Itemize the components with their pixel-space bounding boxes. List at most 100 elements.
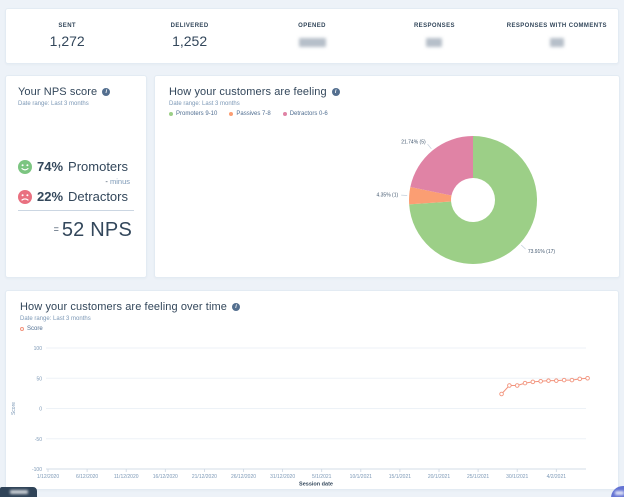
passives-legend-dot (229, 112, 234, 116)
score-point-3[interactable] (522, 380, 528, 386)
chat-widget-redacted-text (615, 491, 624, 495)
feeling-card: How your customers are feeling i Date ra… (154, 75, 620, 278)
y-tick-label: 50 (36, 376, 42, 382)
score-point-4[interactable] (530, 379, 536, 385)
promoters-legend-dot (169, 112, 173, 116)
equals-symbol: = (53, 224, 59, 234)
time-date-range: Date range: Last 3 months (20, 316, 91, 322)
donut-label-line (521, 244, 526, 250)
promoters-smiley-icon (18, 159, 32, 174)
legend-item-detractors[interactable]: Detractors 0-6 (282, 111, 328, 117)
stat-responses-label: RESPONSES (413, 23, 455, 29)
score-point-7[interactable] (554, 378, 559, 383)
time-card-title: How your customers are feeling over time (20, 301, 227, 313)
passives-legend-label: Passives 7-8 (236, 111, 271, 117)
score-legend-ring-icon (20, 327, 24, 331)
stat-responses-comments-label: RESPONSES WITH COMMENTS (506, 23, 607, 29)
score-point-9[interactable] (569, 377, 575, 383)
feeling-date-range: Date range: Last 3 months (169, 101, 240, 107)
x-tick-label: 31/12/2020 (270, 474, 295, 480)
y-tick-label: -100 (32, 467, 42, 473)
x-tick-label: 11/12/2020 (114, 474, 139, 480)
nps-card-title: Your NPS score (18, 86, 98, 98)
promoters-label: Promoters (68, 159, 128, 174)
stat-responses-redacted-value (426, 37, 443, 47)
stat-opened: OPENED (251, 23, 373, 49)
x-tick-label: 25/1/2021 (467, 474, 489, 480)
minus-row: - minus (18, 174, 134, 189)
detractors-legend-dot (282, 112, 287, 116)
x-tick-label: 20/1/2021 (428, 474, 450, 480)
stat-responses-comments-redacted-value (549, 37, 564, 47)
score-line (501, 377, 588, 395)
x-tick-label: 30/1/2021 (506, 474, 528, 480)
detractors-legend-label: Detractors 0-6 (289, 111, 328, 117)
score-point-11[interactable] (585, 375, 590, 381)
score-point-6[interactable] (546, 378, 551, 383)
donut-label-line (427, 143, 432, 150)
stat-sent: SENT 1,272 (6, 23, 128, 49)
score-point-1[interactable] (507, 383, 512, 388)
donut-slice-2[interactable] (410, 136, 473, 196)
x-tick-label: 26/12/2020 (231, 474, 256, 480)
info-icon[interactable]: i (231, 303, 240, 311)
score-point-8[interactable] (561, 377, 567, 383)
score-point-5[interactable] (538, 379, 543, 384)
donut-slice-0[interactable] (409, 136, 537, 264)
stats-bar: SENT 1,272 DELIVERED 1,252 OPENED RESPON… (5, 8, 619, 64)
donut-slice-label: 21.74% (5) (401, 140, 426, 146)
donut-slice-label: 73.91% (17) (528, 249, 556, 255)
detractors-pct: 22% (37, 189, 64, 204)
feeling-card-title: How your customers are feeling (169, 86, 327, 98)
y-tick-label: 0 (39, 407, 42, 413)
stat-delivered: DELIVERED 1,252 (128, 23, 250, 49)
stat-delivered-label: DELIVERED (170, 23, 209, 29)
legend-item-promoters[interactable]: Promoters 9-10 (169, 111, 217, 117)
x-tick-label: 10/1/2021 (350, 474, 372, 480)
bottom-left-tab-redacted-text (9, 490, 28, 494)
score-point-2[interactable] (514, 383, 520, 388)
x-tick-label: 21/12/2020 (192, 474, 217, 480)
nps-result: = 52 NPS (18, 219, 134, 242)
promoters-legend-label: Promoters 9-10 (176, 111, 218, 117)
info-icon[interactable]: i (331, 88, 340, 96)
stat-sent-value: 1,272 (49, 33, 85, 49)
bottom-left-tab[interactable] (0, 487, 37, 497)
x-tick-label: 4/2/2021 (547, 474, 567, 480)
donut-legend: Promoters 9-10 Passives 7-8 Detractors 0… (169, 111, 605, 117)
info-icon[interactable]: i (102, 88, 111, 96)
legend-item-passives[interactable]: Passives 7-8 (229, 111, 271, 117)
divider (18, 210, 134, 211)
nps-score-value: 52 NPS (61, 219, 132, 241)
x-tick-label: 15/1/2021 (389, 474, 411, 480)
line-legend: Score (20, 326, 604, 332)
x-tick-label: 16/12/2020 (153, 474, 178, 480)
feeling-over-time-card: How your customers are feeling over time… (5, 290, 619, 490)
stat-sent-label: SENT (58, 23, 76, 29)
detractors-row: 22% Detractors (18, 189, 134, 204)
stat-opened-label: OPENED (298, 23, 326, 29)
y-axis-title: Score (11, 402, 17, 415)
score-legend-label: Score (27, 326, 43, 332)
donut-slice-label: 4.35% (1) (376, 193, 398, 199)
legend-item-score[interactable]: Score (20, 326, 43, 332)
nps-date-range: Date range: Last 3 months (18, 101, 89, 107)
x-tick-label: 5/1/2021 (312, 474, 332, 480)
minus-symbol: - (105, 177, 108, 186)
detractors-label: Detractors (68, 189, 128, 204)
x-tick-label: 1/12/2020 (37, 474, 59, 480)
stat-responses-comments: RESPONSES WITH COMMENTS (496, 23, 618, 49)
score-point-0[interactable] (499, 391, 504, 397)
minus-word: minus (109, 177, 130, 186)
promoters-row: 74% Promoters (18, 159, 134, 174)
chat-widget-button[interactable] (611, 486, 624, 497)
score-point-10[interactable] (577, 376, 583, 382)
promoters-pct: 74% (37, 159, 64, 174)
donut-slice-1[interactable] (409, 186, 452, 205)
stat-delivered-value: 1,252 (172, 33, 208, 49)
x-axis-title: Session date (299, 482, 333, 488)
y-tick-label: -50 (35, 437, 42, 443)
x-tick-label: 6/12/2020 (76, 474, 98, 480)
nps-score-card: Your NPS score i Date range: Last 3 mont… (5, 75, 147, 278)
